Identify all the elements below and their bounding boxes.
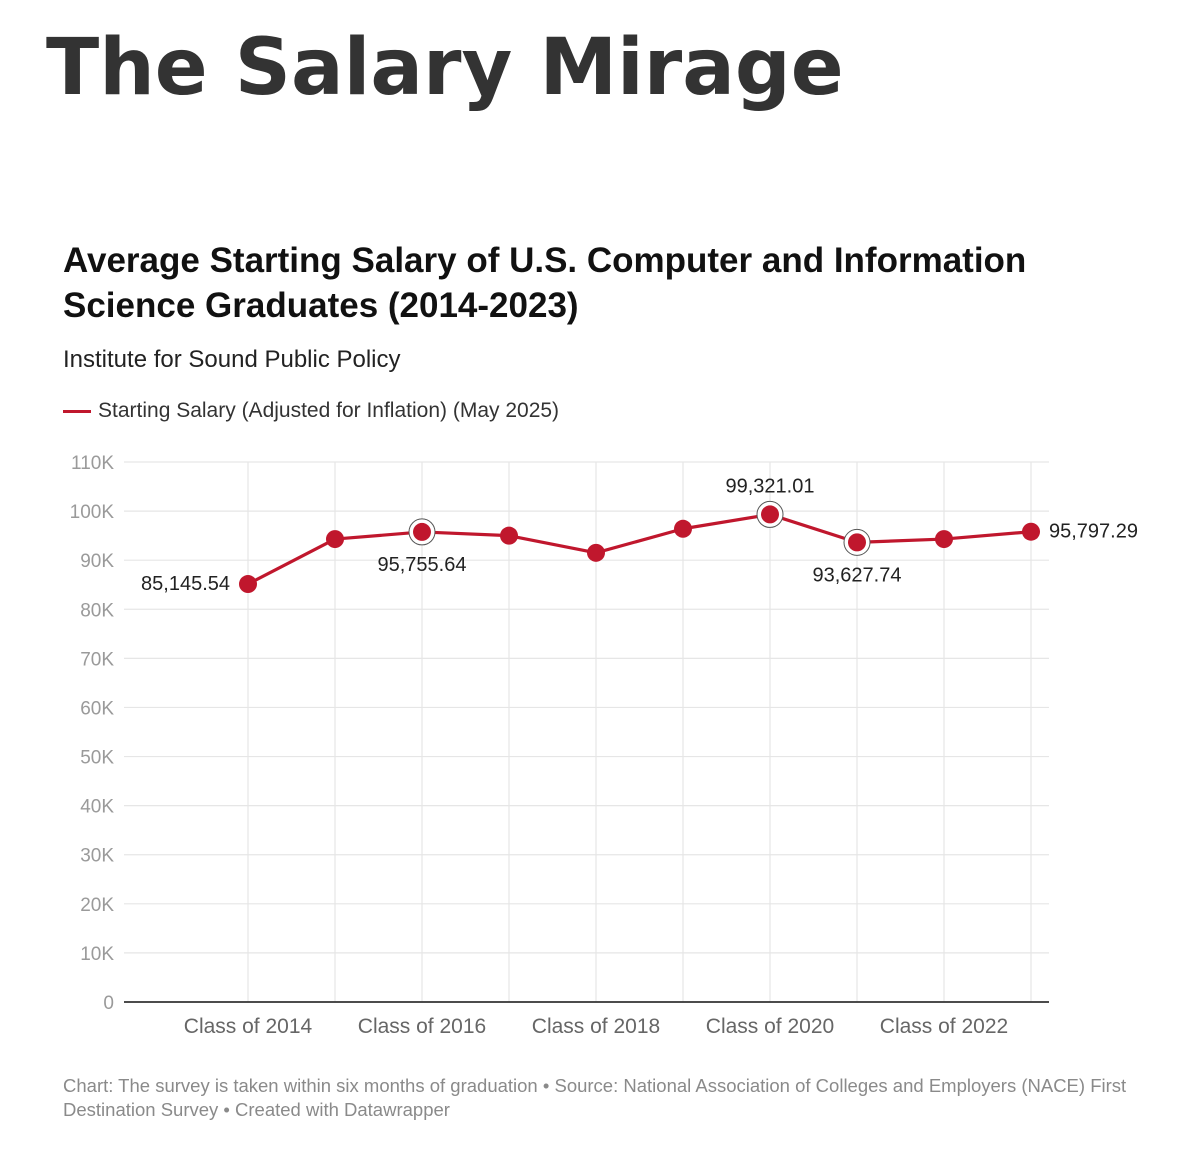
data-points <box>239 500 1040 594</box>
y-tick-label: 110K <box>71 453 114 474</box>
x-tick-label: Class of 2018 <box>532 1015 660 1038</box>
legend: Starting Salary (Adjusted for Inflation)… <box>63 399 559 423</box>
data-point <box>935 530 953 549</box>
y-tick-label: 70K <box>80 649 114 670</box>
data-point <box>413 522 431 541</box>
data-point <box>326 530 344 549</box>
x-axis: Class of 2014 Class of 2016 Class of 2018 C… <box>124 1001 1049 1038</box>
grid-layer <box>124 461 1049 1002</box>
data-point <box>239 575 257 594</box>
x-tick-label: Class of 2022 <box>880 1015 1008 1038</box>
data-point <box>761 505 779 524</box>
y-axis: 0 10K 20K 30K 40K 50K 60K 70K 80K 90K 100K 110K <box>70 453 115 1014</box>
chart-footer: Chart: The survey is taken within six mo… <box>63 1075 1127 1120</box>
data-point <box>500 526 518 545</box>
data-label: 99,321.01 <box>726 475 815 497</box>
y-tick-label: 40K <box>80 797 114 818</box>
data-point <box>848 533 866 552</box>
data-label: 93,627.74 <box>813 564 902 586</box>
x-tick-label: Class of 2020 <box>706 1015 834 1038</box>
y-tick-label: 20K <box>80 895 114 916</box>
series-line-layer <box>247 512 1032 586</box>
legend-swatch <box>63 409 91 413</box>
x-tick-label: Class of 2016 <box>358 1015 486 1038</box>
headline: The Salary Mirage <box>46 23 844 113</box>
data-point <box>587 543 605 562</box>
y-tick-label: 0 <box>103 993 114 1014</box>
chart-subtitle: Institute for Sound Public Policy <box>63 346 401 373</box>
y-tick-label: 60K <box>80 698 114 719</box>
chart-title: Average Starting Salary of U.S. Computer… <box>63 241 1027 325</box>
y-tick-label: 10K <box>80 944 114 965</box>
y-tick-label: 100K <box>70 502 115 523</box>
y-tick-label: 80K <box>80 600 114 621</box>
y-tick-label: 30K <box>80 846 114 867</box>
data-point <box>674 519 692 538</box>
data-label: 85,145.54 <box>141 573 230 595</box>
data-label: 95,755.64 <box>378 554 467 576</box>
data-labels: 85,145.54 95,755.64 99,321.01 93,627.74 95,7… <box>141 475 1138 595</box>
data-point <box>1022 522 1040 541</box>
y-tick-label: 90K <box>80 551 114 572</box>
series-line <box>247 512 1032 586</box>
y-tick-label: 50K <box>80 748 114 769</box>
data-label: 95,797.29 <box>1049 521 1138 543</box>
x-tick-label: Class of 2014 <box>184 1015 313 1038</box>
legend-label: Starting Salary (Adjusted for Inflation)… <box>98 399 560 422</box>
